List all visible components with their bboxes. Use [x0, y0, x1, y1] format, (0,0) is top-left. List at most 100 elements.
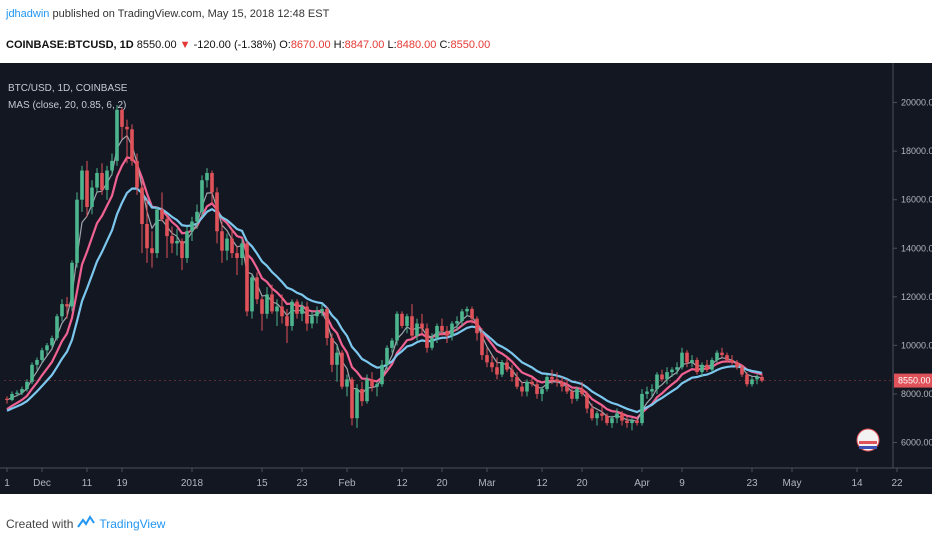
y-tick-label: 20000.00 [901, 98, 932, 108]
x-tick-label: 22 [891, 478, 903, 489]
y-tick-label: 12000.00 [901, 292, 932, 302]
candle-body [480, 333, 484, 356]
candle-body [215, 192, 219, 232]
candle-body [545, 376, 549, 390]
candle-body [330, 338, 334, 365]
x-tick-label: 11 [82, 478, 93, 489]
candle-body [200, 180, 204, 212]
event-flag-stripe [859, 446, 877, 449]
candle-body [170, 236, 174, 244]
candle-body [445, 330, 449, 336]
close-value: 8550.00 [450, 39, 491, 51]
candle-body [440, 325, 444, 331]
candle-body [550, 376, 554, 380]
candle-body [680, 352, 684, 368]
candle-body [335, 352, 339, 365]
candle-body [120, 109, 124, 127]
candle-body [470, 308, 474, 319]
candle-body [95, 172, 99, 188]
candle-body [590, 408, 594, 419]
candle-body [65, 304, 69, 307]
chart-svg[interactable]: 6000.00 8000.00 10000.00 12000.00 14000.00 16… [0, 63, 932, 494]
candle-body [145, 223, 149, 249]
candle-body [500, 362, 504, 375]
candle-body [540, 389, 544, 394]
event-flag-icon [856, 428, 880, 452]
candle-body [300, 306, 304, 314]
x-tick-label: 23 [296, 478, 308, 489]
candle-body [265, 294, 269, 314]
y-tick-label: 18000.00 [901, 146, 932, 156]
last-price-label: 8550.00 [898, 376, 931, 386]
low-label: L: [387, 39, 397, 51]
candle-body [570, 391, 574, 399]
candle-body [75, 199, 79, 263]
candle-body [600, 413, 604, 416]
candle-body [715, 352, 719, 360]
candle-body [35, 359, 39, 365]
tradingview-logo-icon [77, 515, 96, 532]
x-tick-label: 15 [256, 478, 268, 489]
candle-body [760, 376, 764, 381]
symbol-info: COINBASE:BTCUSD, 1D 8550.00 ▼ -120.00 (-… [6, 39, 490, 51]
x-tick-label: Feb [338, 478, 356, 489]
candle-body [615, 413, 619, 419]
y-tick-label: 16000.00 [901, 195, 932, 205]
candle-body [80, 170, 84, 200]
candle-body [285, 316, 289, 326]
candle-body [385, 347, 389, 365]
candle-body [320, 308, 324, 312]
candle-body [405, 316, 409, 326]
candle-body [485, 355, 489, 363]
ma-mid-line [6, 187, 763, 414]
candle-body [220, 231, 224, 251]
candle-body [455, 321, 459, 324]
candle-body [435, 325, 439, 339]
candle-body [625, 420, 629, 424]
candle-body [50, 338, 54, 346]
candle-body [355, 389, 359, 419]
candle-body [370, 379, 374, 387]
x-tick-label: 23 [746, 478, 758, 489]
candle-body [55, 316, 59, 339]
candle-body [140, 187, 144, 224]
x-tick-label: 19 [116, 478, 128, 489]
candle-body [610, 418, 614, 424]
created-with-text: Created with [6, 516, 74, 531]
candle-body [505, 362, 509, 370]
last-price-badge [894, 373, 932, 388]
candle-body [395, 313, 399, 341]
candle-body [495, 367, 499, 375]
low-value: 8480.00 [396, 39, 437, 51]
candle-body [110, 160, 114, 171]
candle-body [340, 352, 344, 387]
candle-body [660, 374, 664, 380]
candle-body [380, 364, 384, 385]
symbol-name: COINBASE:BTCUSD, 1D [6, 39, 134, 51]
candle-body [290, 301, 294, 326]
candle-body [605, 415, 609, 424]
candle-body [165, 219, 169, 237]
candle-body [575, 389, 579, 399]
candle-body [665, 372, 669, 380]
candle-body [375, 384, 379, 387]
candle-body [490, 362, 494, 368]
author-link[interactable]: jdhadwin [6, 8, 50, 20]
candle-body [585, 393, 589, 409]
candle-body [85, 170, 89, 207]
candle-body [325, 308, 329, 339]
candle-body [350, 379, 354, 419]
tradingview-brand[interactable]: TradingView [99, 516, 166, 531]
event-flag-stripe [859, 441, 877, 444]
close-label: C: [439, 39, 451, 51]
candle-body [410, 316, 414, 336]
candle-body [420, 323, 424, 329]
ma-slow-line [6, 156, 763, 420]
price-chart[interactable]: 6000.00 8000.00 10000.00 12000.00 14000.00 16… [0, 63, 932, 494]
candle-body [275, 306, 279, 312]
candle-body [425, 328, 429, 348]
candle-body [675, 367, 679, 370]
candle-body [430, 338, 434, 348]
open-label: O: [279, 39, 291, 51]
candle-body [45, 345, 49, 351]
